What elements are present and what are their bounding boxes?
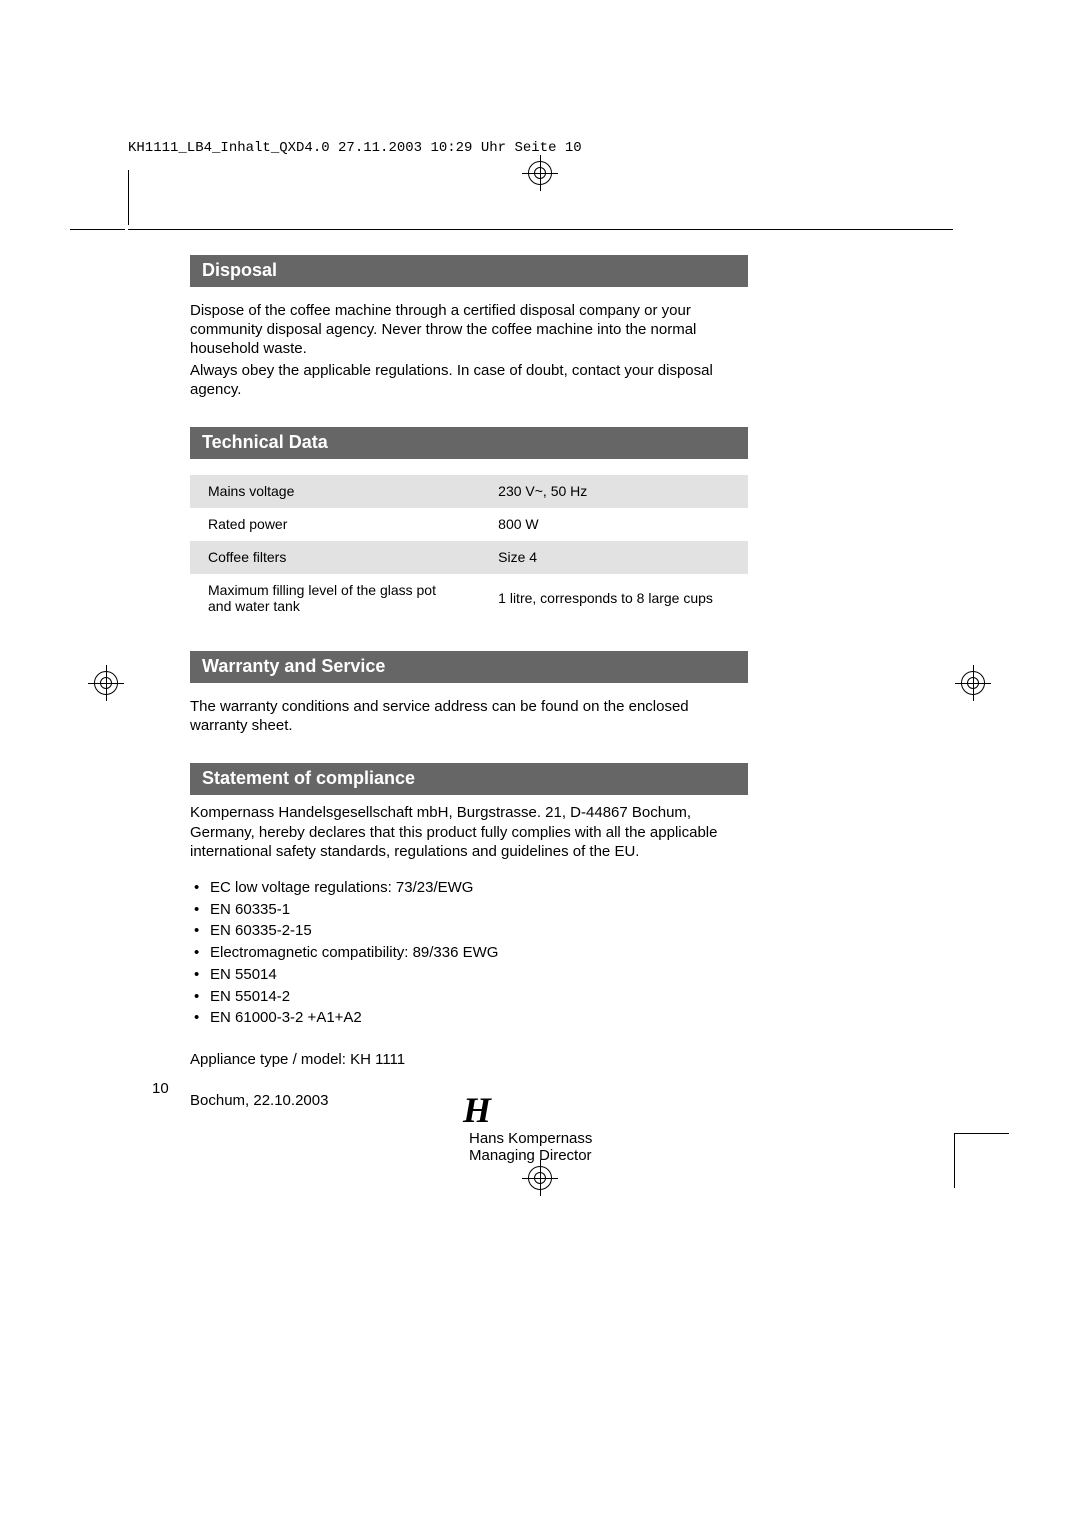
list-item: EN 60335-2-15 <box>190 920 748 942</box>
page-number: 10 <box>152 1080 169 1097</box>
spec-key: Rated power <box>190 508 480 541</box>
list-item: Electromagnetic compatibility: 89/336 EW… <box>190 942 748 964</box>
spec-value: Size 4 <box>480 541 748 574</box>
crop-mark <box>128 170 129 225</box>
heading-compliance: Statement of compliance <box>190 763 748 795</box>
list-item: EN 60335-1 <box>190 899 748 921</box>
heading-technical-data: Technical Data <box>190 427 748 459</box>
print-slug: KH1111_LB4_Inhalt_QXD4.0 27.11.2003 10:2… <box>128 140 582 156</box>
table-row: Coffee filters Size 4 <box>190 541 748 574</box>
spec-value: 800 W <box>480 508 748 541</box>
spec-key: Mains voltage <box>190 475 480 508</box>
registration-mark <box>955 665 991 701</box>
warranty-paragraph: The warranty conditions and service addr… <box>190 697 748 735</box>
disposal-paragraph-2: Always obey the applicable regulations. … <box>190 361 748 399</box>
registration-mark <box>522 1160 558 1196</box>
signatory-name: Hans Kompernass <box>469 1130 748 1147</box>
spec-value: 1 litre, corresponds to 8 large cups <box>480 574 748 623</box>
list-item: EN 55014-2 <box>190 986 748 1008</box>
signature-mark: H <box>463 1092 748 1128</box>
appliance-model: Appliance type / model: KH 1111 <box>190 1051 748 1068</box>
page-content: Disposal Dispose of the coffee machine t… <box>190 255 748 1164</box>
crop-mark <box>954 1133 1009 1134</box>
heading-disposal: Disposal <box>190 255 748 287</box>
table-row: Rated power 800 W <box>190 508 748 541</box>
place-date: Bochum, 22.10.2003 <box>190 1092 469 1109</box>
crop-mark <box>954 1133 955 1188</box>
disposal-paragraph-1: Dispose of the coffee machine through a … <box>190 301 748 359</box>
compliance-paragraph: Kompernass Handelsgesellschaft mbH, Burg… <box>190 803 748 861</box>
spec-key: Maximum filling level of the glass pot a… <box>190 574 480 623</box>
heading-warranty: Warranty and Service <box>190 651 748 683</box>
list-item: EC low voltage regulations: 73/23/EWG <box>190 877 748 899</box>
list-item: EN 61000-3-2 +A1+A2 <box>190 1007 748 1029</box>
spec-value: 230 V~, 50 Hz <box>480 475 748 508</box>
signatory-title: Managing Director <box>469 1147 748 1164</box>
technical-data-table: Mains voltage 230 V~, 50 Hz Rated power … <box>190 475 748 623</box>
list-item: EN 55014 <box>190 964 748 986</box>
registration-mark <box>522 155 558 191</box>
signature-block: Bochum, 22.10.2003 H Hans Kompernass Man… <box>190 1092 748 1164</box>
registration-mark <box>88 665 124 701</box>
table-row: Maximum filling level of the glass pot a… <box>190 574 748 623</box>
spec-key: Coffee filters <box>190 541 480 574</box>
crop-mark <box>70 229 125 230</box>
table-row: Mains voltage 230 V~, 50 Hz <box>190 475 748 508</box>
standards-list: EC low voltage regulations: 73/23/EWG EN… <box>190 877 748 1029</box>
